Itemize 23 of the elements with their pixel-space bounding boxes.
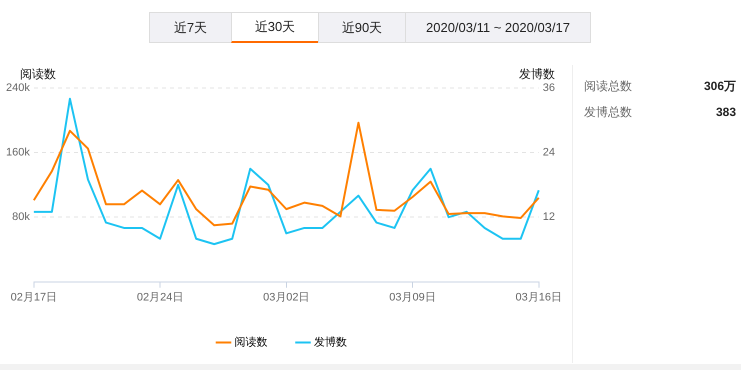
- x-tick-label: 02月17日: [10, 291, 58, 304]
- text: 近7天: [149, 12, 232, 43]
- y2-axis-title: 发博数: [519, 66, 555, 83]
- y-tick-label: 80k: [12, 211, 30, 224]
- x-tick-label: 03月16日: [516, 291, 562, 304]
- x-tick-label: 03月09日: [389, 291, 436, 304]
- text: 发博总数: [584, 104, 632, 120]
- y2-tick-label: 12: [542, 211, 556, 224]
- y-axis-title: 阅读数: [20, 66, 56, 83]
- y2-tick-label: 36: [542, 82, 556, 94]
- y-tick-label: 240k: [6, 82, 30, 94]
- text: 近30天: [231, 12, 319, 43]
- legend-label: 阅读数: [234, 336, 268, 349]
- text: 阅读总数: [584, 78, 632, 94]
- text: 306万: [704, 78, 736, 94]
- x-tick-label: 03月02日: [263, 291, 310, 304]
- text: 2020/03/11 ~ 2020/03/17: [405, 12, 591, 43]
- x-tick-label: 02月24日: [136, 291, 184, 304]
- y-tick-label: 160k: [6, 146, 30, 159]
- y2-tick-label: 24: [542, 146, 556, 159]
- text: 383: [716, 105, 736, 119]
- text: 近90天: [318, 12, 406, 43]
- legend-label: 发博数: [314, 336, 347, 349]
